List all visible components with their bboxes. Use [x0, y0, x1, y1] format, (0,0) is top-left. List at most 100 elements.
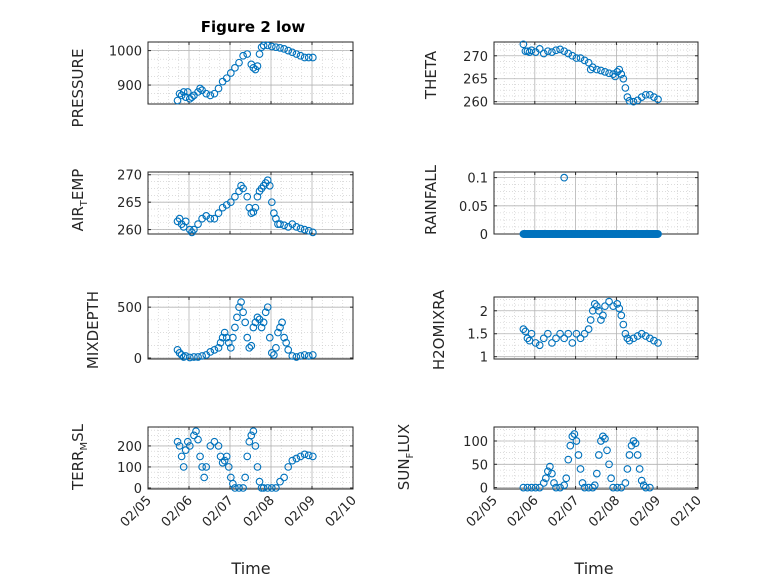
data-point — [198, 352, 206, 360]
xlabel-left: Time — [230, 559, 270, 578]
data-point — [609, 483, 617, 492]
data-point — [550, 479, 558, 487]
data-point — [239, 184, 247, 193]
y-tick-label: 270 — [117, 169, 142, 184]
data-point — [574, 451, 583, 459]
data-point — [572, 437, 581, 445]
x-tick-label: 02/07 — [200, 493, 237, 530]
data-point — [243, 192, 252, 201]
axes-box — [147, 171, 354, 235]
data-point — [592, 302, 601, 311]
y-tick-label: 0 — [134, 482, 142, 497]
data-point — [218, 458, 227, 467]
data-point — [276, 44, 284, 52]
data-point — [243, 333, 252, 342]
data-point — [523, 334, 532, 343]
data-point — [188, 93, 196, 101]
data-point — [650, 93, 658, 101]
data-point — [233, 313, 241, 322]
data-point — [552, 483, 560, 492]
data-point — [175, 89, 184, 98]
data-point — [259, 41, 268, 50]
data-point — [654, 339, 662, 347]
data-point — [235, 58, 243, 67]
data-point — [288, 48, 297, 57]
data-point — [263, 41, 272, 50]
data-point — [243, 50, 252, 58]
axes-box — [147, 41, 354, 105]
data-point — [576, 54, 585, 62]
data-point — [196, 84, 204, 93]
data-point — [253, 463, 262, 471]
data-point — [239, 51, 247, 60]
data-point — [190, 353, 198, 361]
data-point — [214, 442, 223, 450]
data-point — [623, 465, 632, 473]
data-point — [181, 217, 190, 226]
data-point — [527, 46, 536, 55]
data-point — [265, 181, 274, 190]
data-point — [641, 332, 650, 340]
data-point — [292, 223, 301, 231]
data-point — [654, 95, 662, 104]
data-point — [635, 465, 644, 473]
data-point — [231, 63, 239, 72]
data-point — [552, 46, 560, 55]
data-point — [615, 65, 624, 74]
data-point — [210, 437, 219, 446]
data-point — [179, 88, 188, 96]
data-point — [177, 452, 186, 461]
data-point — [548, 339, 556, 347]
data-point — [308, 228, 317, 237]
data-point — [206, 214, 215, 223]
data-point — [229, 333, 237, 342]
data-point — [590, 481, 599, 490]
data-point — [646, 334, 654, 343]
data-point — [300, 351, 309, 359]
data-point — [544, 467, 552, 476]
data-point — [206, 348, 215, 356]
data-point — [546, 462, 554, 471]
data-point — [198, 86, 206, 95]
y-tick-label: 1.5 — [467, 328, 488, 343]
data-point — [300, 450, 309, 459]
data-point — [586, 316, 595, 324]
data-point — [267, 349, 276, 357]
data-point — [564, 455, 573, 464]
data-point — [637, 329, 646, 338]
data-point — [535, 45, 544, 53]
data-point — [625, 451, 634, 459]
data-point — [282, 338, 291, 347]
data-point — [247, 431, 256, 440]
data-point — [237, 298, 245, 306]
data-point — [296, 352, 305, 360]
panel-air-temp: 260 265 270 — [117, 169, 354, 239]
figure-title: Figure 2 low — [201, 18, 306, 36]
data-point — [629, 97, 638, 106]
data-point — [292, 353, 301, 361]
data-point — [220, 328, 229, 337]
data-point — [210, 346, 219, 354]
data-point — [253, 313, 262, 322]
data-point — [627, 441, 636, 450]
ylabel-mixdepth: MIXDEPTH — [84, 291, 102, 369]
data-point — [288, 456, 297, 465]
data-point — [270, 351, 278, 359]
data-point — [590, 300, 599, 308]
data-point — [190, 431, 198, 440]
data-point — [544, 47, 552, 56]
data-point — [595, 451, 603, 459]
data-point — [190, 225, 198, 234]
data-point — [235, 303, 243, 312]
data-point — [190, 91, 198, 100]
data-point — [531, 483, 540, 492]
data-point — [183, 88, 192, 96]
data-point — [552, 334, 560, 343]
ylabel-rainfall: RAINFALL — [422, 164, 440, 235]
data-point — [226, 343, 235, 352]
data-point — [654, 230, 662, 238]
data-point — [292, 454, 301, 463]
data-point — [572, 54, 581, 62]
y-tick-label: 265 — [463, 73, 488, 88]
data-point — [588, 63, 597, 72]
